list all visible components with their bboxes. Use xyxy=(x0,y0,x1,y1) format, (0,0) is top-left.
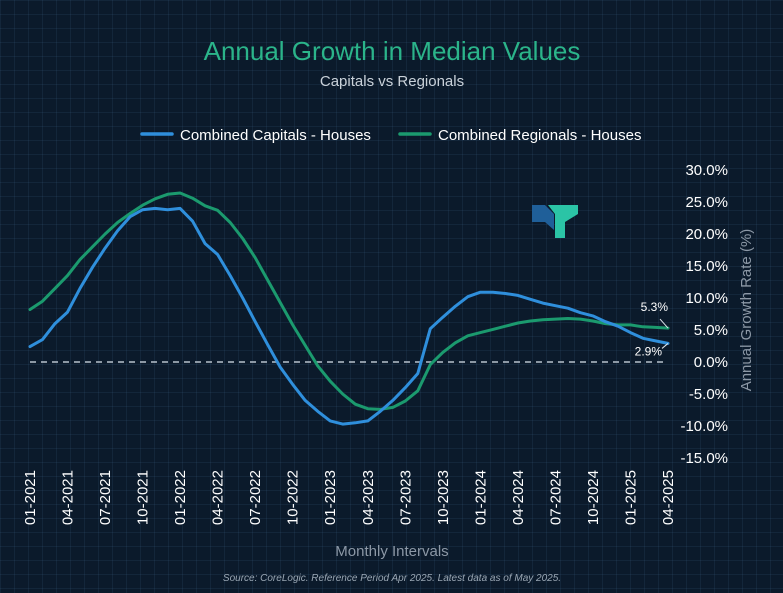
end-label-leader-regionals xyxy=(659,318,669,329)
end-label-capitals: 2.9% xyxy=(635,344,663,358)
x-tick-label: 01-2022 xyxy=(172,470,189,525)
chart-title: Annual Growth in Median Values xyxy=(204,36,581,66)
chart-subtitle: Capitals vs Regionals xyxy=(320,73,464,90)
series-line-capitals xyxy=(28,206,670,426)
y-tick-label: 0.0% xyxy=(694,354,728,371)
logo-dark-shape xyxy=(532,205,554,230)
x-tick-label: 04-2023 xyxy=(360,470,377,525)
end-label-leader-capitals xyxy=(661,343,669,349)
legend-label-regionals: Combined Regionals - Houses xyxy=(438,127,641,144)
end-labels: 5.3% 2.9% xyxy=(635,300,669,358)
x-axis: 01-2021 04-2021 07-2021 10-2021 01-2022 04-20… xyxy=(22,470,677,525)
x-tick-label: 01-2025 xyxy=(622,470,639,525)
end-label-regionals: 5.3% xyxy=(641,300,669,314)
x-tick-label: 04-2024 xyxy=(510,470,527,525)
x-tick-label: 04-2021 xyxy=(60,470,77,525)
x-tick-label: 10-2024 xyxy=(585,470,602,525)
y-tick-label: 25.0% xyxy=(685,194,728,211)
y-axis: 30.0% 25.0% 20.0% 15.0% 10.0% 5.0% 0.0% -5.0% -1… xyxy=(680,162,728,467)
legend-label-capitals: Combined Capitals - Houses xyxy=(180,127,371,144)
legend: Combined Capitals - Houses Combined Regi… xyxy=(140,127,641,144)
source-note: Source: CoreLogic. Reference Period Apr … xyxy=(223,573,561,584)
x-tick-label: 04-2025 xyxy=(660,470,677,525)
x-tick-label: 04-2022 xyxy=(210,470,227,525)
y-tick-label: -5.0% xyxy=(689,386,728,403)
y-tick-label: 30.0% xyxy=(685,162,728,179)
x-tick-label: 07-2023 xyxy=(397,470,414,525)
x-tick-label: 10-2021 xyxy=(135,470,152,525)
y-tick-label: -10.0% xyxy=(680,418,728,435)
y-tick-label: 15.0% xyxy=(685,258,728,275)
y-axis-title: Annual Growth Rate (%) xyxy=(738,229,755,392)
x-tick-label: 01-2024 xyxy=(472,470,489,525)
x-tick-label: 07-2024 xyxy=(547,470,564,525)
logo-teal-shape xyxy=(548,205,578,238)
x-axis-title: Monthly Intervals xyxy=(335,543,448,560)
x-tick-label: 07-2022 xyxy=(247,470,264,525)
series-line-regionals xyxy=(28,191,670,411)
series-layer xyxy=(28,191,670,426)
y-tick-label: -15.0% xyxy=(680,450,728,467)
x-tick-label: 07-2021 xyxy=(97,470,114,525)
y-tick-label: 5.0% xyxy=(694,322,728,339)
x-tick-label: 01-2023 xyxy=(322,470,339,525)
x-tick-label: 01-2021 xyxy=(22,470,39,525)
y-tick-label: 10.0% xyxy=(685,290,728,307)
y-tick-label: 20.0% xyxy=(685,226,728,243)
x-tick-label: 10-2022 xyxy=(285,470,302,525)
brand-logo xyxy=(532,205,578,238)
x-tick-label: 10-2023 xyxy=(435,470,452,525)
